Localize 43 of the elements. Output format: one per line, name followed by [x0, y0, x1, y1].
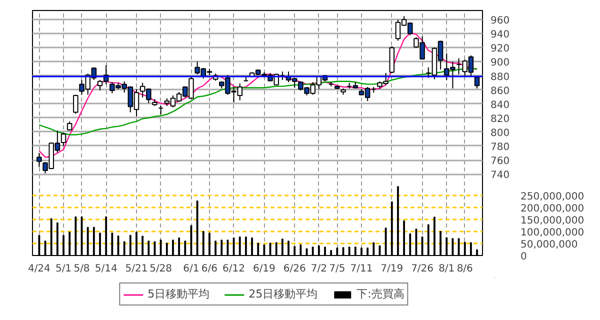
y2-tick-label: 100,000,000 — [520, 227, 584, 238]
x-tick-label: 8/1 — [438, 264, 455, 274]
y2-tick-label: 50,000,000 — [520, 239, 578, 250]
x-tick-label: 4/24 — [28, 264, 50, 274]
x-tick-label: 6/19 — [252, 264, 276, 274]
legend-label: 5日移動平均 — [148, 286, 210, 302]
x-tick-label: 6/1 — [183, 264, 200, 274]
candlestick — [474, 75, 480, 89]
candlestick — [36, 152, 42, 168]
x-tick-label: 8/6 — [456, 264, 473, 274]
x-tick-label: 5/14 — [94, 264, 118, 274]
x-tick-label: 6/6 — [201, 264, 218, 274]
y-tick-label: 920 — [490, 44, 510, 55]
y-tick-label: 760 — [490, 156, 510, 168]
candlestick — [73, 94, 78, 114]
y2-tick-label: 0 — [520, 252, 527, 262]
legend-label: 下:売買高 — [356, 286, 404, 302]
y2-tick-label: 200,000,000 — [520, 203, 584, 214]
x-tick-label: 6/26 — [283, 264, 306, 274]
line-series — [38, 32, 478, 158]
y-tick-label: 780 — [490, 142, 510, 153]
y-tick-label: 860 — [490, 86, 510, 97]
y2-tick-label: 250,000,000 — [520, 191, 584, 202]
x-tick-label: 5/8 — [74, 264, 90, 274]
x-tick-label: 7/11 — [350, 264, 373, 274]
y-tick-label: 880 — [490, 72, 510, 83]
x-tick-label: 7/26 — [411, 264, 434, 274]
x-tick-label: 7/19 — [380, 264, 404, 274]
y2-tick-label: 150,000,000 — [520, 215, 584, 226]
x-tick-label: 7/2 — [310, 264, 327, 274]
y-tick-label: 840 — [490, 100, 510, 111]
x-tick-label: 5/21 — [125, 264, 148, 274]
x-tick-label: 5/1 — [55, 264, 72, 274]
y-tick-label: 960 — [490, 16, 510, 27]
x-tick-label: 5/28 — [150, 264, 172, 274]
y-tick-label: 740 — [490, 170, 510, 182]
x-tick-label: 7/5 — [329, 264, 346, 274]
legend-label: 25日移動平均 — [248, 286, 318, 302]
x-tick-label: 6/12 — [222, 264, 246, 274]
y-tick-label: 820 — [490, 114, 510, 125]
y-tick-label: 800 — [490, 128, 510, 139]
y-tick-label: 940 — [490, 30, 510, 41]
y-tick-label: 900 — [490, 58, 510, 69]
